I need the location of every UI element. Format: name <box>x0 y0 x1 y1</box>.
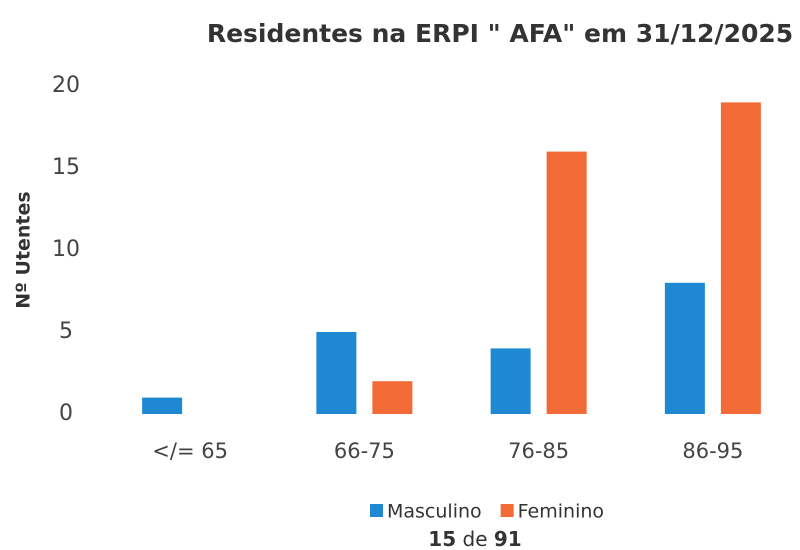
x-tick-label: 66-75 <box>334 439 395 463</box>
legend-label: Masculino <box>387 501 482 523</box>
legend-swatch <box>370 504 383 517</box>
bar <box>664 282 705 414</box>
footer: 15 de 91 <box>428 527 521 550</box>
footer-count: 15 <box>428 527 456 550</box>
x-tick-label: </= 65 <box>152 439 228 463</box>
x-tick-label: 76-85 <box>508 439 569 463</box>
bar <box>490 348 531 414</box>
y-tick-label: 10 <box>52 237 80 262</box>
y-axis-title: Nº Utentes <box>13 191 35 308</box>
bar <box>546 151 587 414</box>
y-tick-label: 20 <box>52 73 80 98</box>
footer-total: 91 <box>494 527 522 550</box>
bar <box>316 332 357 414</box>
x-tick-label: 86-95 <box>682 439 743 463</box>
bar <box>720 102 761 415</box>
chart-title: Residentes na ERPI " AFA" em 31/12/2025 <box>207 19 793 48</box>
y-tick-label: 15 <box>52 155 80 180</box>
bar <box>142 397 183 414</box>
footer-word: de <box>463 527 488 550</box>
bar <box>372 381 413 414</box>
legend-label: Feminino <box>518 501 604 523</box>
legend-swatch <box>500 504 514 517</box>
y-tick-label: 0 <box>59 401 73 426</box>
y-tick-label: 5 <box>59 319 73 344</box>
